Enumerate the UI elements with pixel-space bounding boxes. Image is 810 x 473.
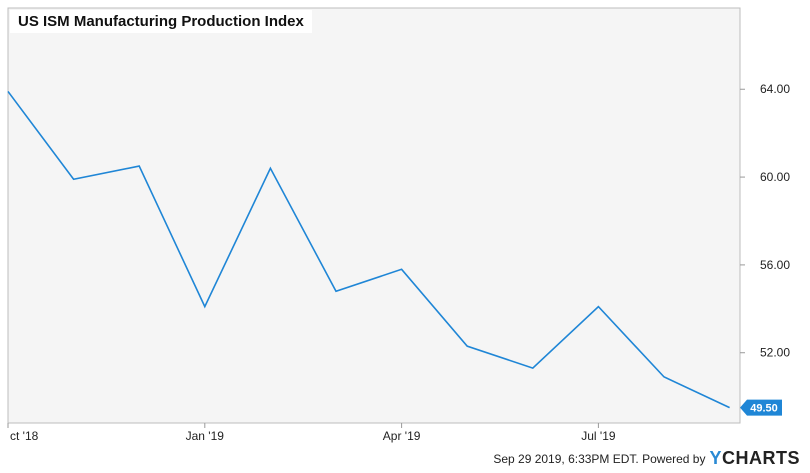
x-tick-label: Jul '19 [581,429,616,443]
y-tick-label: 52.00 [760,346,790,360]
x-tick-label: Jan '19 [186,429,225,443]
last-value-badge: 49.50 [740,399,782,416]
y-tick-label: 64.00 [760,82,790,96]
last-value-label: 49.50 [750,403,778,415]
y-tick-label: 60.00 [760,170,790,184]
brand-rest: CHARTS [722,448,800,468]
chart-title: US ISM Manufacturing Production Index [10,10,312,33]
y-tick-label: 56.00 [760,258,790,272]
last-value-badge-bg [740,399,782,416]
ycharts-logo[interactable]: YCHARTS [709,448,800,469]
x-tick-label: ct '18 [10,429,39,443]
x-tick-label: Apr '19 [383,429,421,443]
y-axis: 64.00 60.00 56.00 52.00 [740,82,790,360]
plot-area [7,7,741,424]
footer: Sep 29 2019, 6:33PM EDT. Powered by YCHA… [493,448,800,469]
footer-timestamp: Sep 29 2019, 6:33PM EDT. Powered by [493,451,706,466]
x-axis: ct '18 Jan '19 Apr '19 Jul '19 [7,423,616,443]
series-line [7,90,730,409]
brand-y: Y [709,448,722,468]
series [7,90,730,409]
